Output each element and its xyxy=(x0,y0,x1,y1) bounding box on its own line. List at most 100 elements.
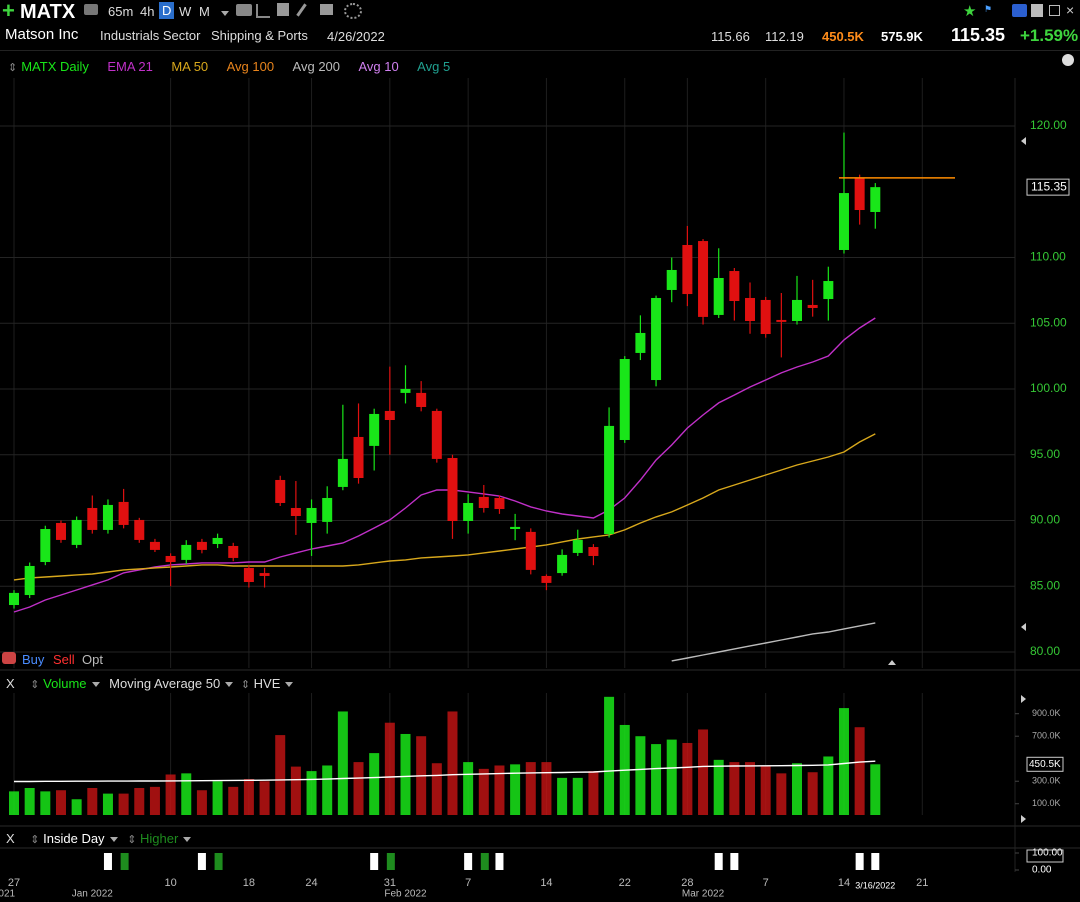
y-tick-label: 95.00 xyxy=(1030,447,1060,461)
volume-bar xyxy=(525,762,536,815)
icon[interactable] xyxy=(84,4,98,15)
volume-bar xyxy=(666,739,677,815)
panel-indicator[interactable]: Moving Average 50 xyxy=(109,676,221,691)
x-tick-label: 24 xyxy=(305,877,317,889)
icon[interactable] xyxy=(256,4,270,18)
volume-bar xyxy=(729,762,740,815)
panel-indicator[interactable]: HVE xyxy=(253,676,281,691)
interval[interactable]: M xyxy=(199,4,210,19)
volume-bar xyxy=(165,774,176,815)
interval[interactable]: W xyxy=(179,4,192,19)
symbol[interactable]: MATX xyxy=(20,1,76,23)
close-panel[interactable]: X xyxy=(6,676,15,691)
volume-bar xyxy=(635,736,646,815)
volume-bar xyxy=(494,765,505,815)
candle-body xyxy=(651,297,662,381)
interval[interactable]: 65m xyxy=(108,4,134,19)
candle-body xyxy=(337,458,348,487)
candle-body xyxy=(776,319,787,322)
icon[interactable] xyxy=(1049,5,1060,16)
buy-button[interactable]: Buy xyxy=(22,652,45,667)
volume-bar xyxy=(228,786,239,815)
legend-item[interactable]: Avg 100 xyxy=(226,59,275,74)
panel-title[interactable]: Volume xyxy=(43,676,87,691)
candle-body xyxy=(792,299,802,321)
candle-body xyxy=(384,410,395,421)
candle-body xyxy=(557,554,568,574)
x-tick-label: 31 xyxy=(384,877,396,889)
volume-average xyxy=(14,760,876,783)
candle-body xyxy=(870,187,881,212)
candle-body xyxy=(181,544,192,560)
volume-bar xyxy=(212,781,223,815)
volume-bar xyxy=(557,777,568,815)
sector[interactable]: Industrials Sector xyxy=(100,28,201,43)
y-tick-label: 900.0K xyxy=(1032,708,1061,718)
candle-body xyxy=(322,497,333,522)
x-secondary-label: Feb 2022 xyxy=(384,889,427,900)
icon[interactable] xyxy=(1031,4,1043,17)
quote-bar: Matson Inc Industrials Sector Shipping &… xyxy=(0,22,1080,51)
close-panel[interactable]: X xyxy=(6,831,15,846)
x-secondary-label: 3/16/2022 xyxy=(855,880,895,890)
settings-icon[interactable] xyxy=(1062,54,1074,66)
volume-bar xyxy=(776,773,787,815)
candle-body xyxy=(134,519,145,540)
x-tick-label: 10 xyxy=(164,877,176,889)
date: 4/26/2022 xyxy=(327,29,385,44)
dropdown[interactable] xyxy=(216,5,229,23)
legend-item[interactable]: MATX Daily xyxy=(21,59,89,74)
indicator-bar xyxy=(871,853,880,870)
sell-button[interactable]: Sell xyxy=(53,652,75,667)
interval[interactable]: 4h xyxy=(140,4,155,19)
x-secondary-label: Jan 2022 xyxy=(72,889,114,900)
legend-item[interactable]: Avg 10 xyxy=(358,59,399,74)
trade-icon[interactable] xyxy=(2,652,16,664)
icon[interactable] xyxy=(320,4,333,15)
watch-icon[interactable]: ★ xyxy=(963,3,977,20)
candle-body xyxy=(604,425,615,535)
candle-body xyxy=(87,507,98,530)
candle-body xyxy=(510,526,521,530)
volume-bar xyxy=(369,753,380,815)
company: Matson Inc xyxy=(5,26,79,43)
volume-bar xyxy=(149,786,160,815)
volume-bar xyxy=(760,765,771,815)
icon[interactable] xyxy=(1012,4,1027,17)
rt-icon[interactable]: ⚑ xyxy=(984,4,993,14)
x-tick-label: 14 xyxy=(540,877,552,889)
volume-box xyxy=(1026,756,1064,772)
candle-body xyxy=(306,507,317,523)
volume: 450.5K xyxy=(822,29,864,44)
volume-bar xyxy=(306,771,317,815)
icon[interactable] xyxy=(296,3,307,17)
volume-bar xyxy=(275,735,286,815)
candle-body xyxy=(666,269,677,290)
industry[interactable]: Shipping & Ports xyxy=(211,28,308,43)
x-tick-label: 7 xyxy=(465,877,471,889)
opt-button[interactable]: Opt xyxy=(82,652,103,667)
add-icon[interactable]: + xyxy=(2,0,15,23)
legend-item[interactable]: Avg 5 xyxy=(417,59,451,74)
volume-bar xyxy=(243,778,254,815)
volume-bar xyxy=(431,763,442,815)
panel-title[interactable]: Higher xyxy=(140,831,179,846)
candle-body xyxy=(745,297,756,321)
panel-title[interactable]: Inside Day xyxy=(43,831,105,846)
volume-header: X ⇕ Volume Moving Average 50 ⇕ HVE xyxy=(6,676,294,691)
legend-item[interactable]: EMA 21 xyxy=(107,59,153,74)
icon[interactable] xyxy=(277,3,289,16)
volume-bar xyxy=(870,764,881,815)
volume-bar xyxy=(604,696,615,815)
candle-body xyxy=(807,304,818,308)
icon[interactable] xyxy=(344,3,362,19)
interval-active[interactable]: D xyxy=(159,2,175,19)
legend-item[interactable]: MA 50 xyxy=(171,59,209,74)
y-tick-label: 120.00 xyxy=(1030,118,1067,132)
icon[interactable] xyxy=(236,4,252,16)
y-tick-label: 0.00 xyxy=(1032,865,1052,876)
close-icon[interactable]: × xyxy=(1066,2,1075,18)
legend-item[interactable]: Avg 200 xyxy=(292,59,341,74)
volume-bar xyxy=(588,771,599,815)
volume-bar xyxy=(322,765,333,815)
